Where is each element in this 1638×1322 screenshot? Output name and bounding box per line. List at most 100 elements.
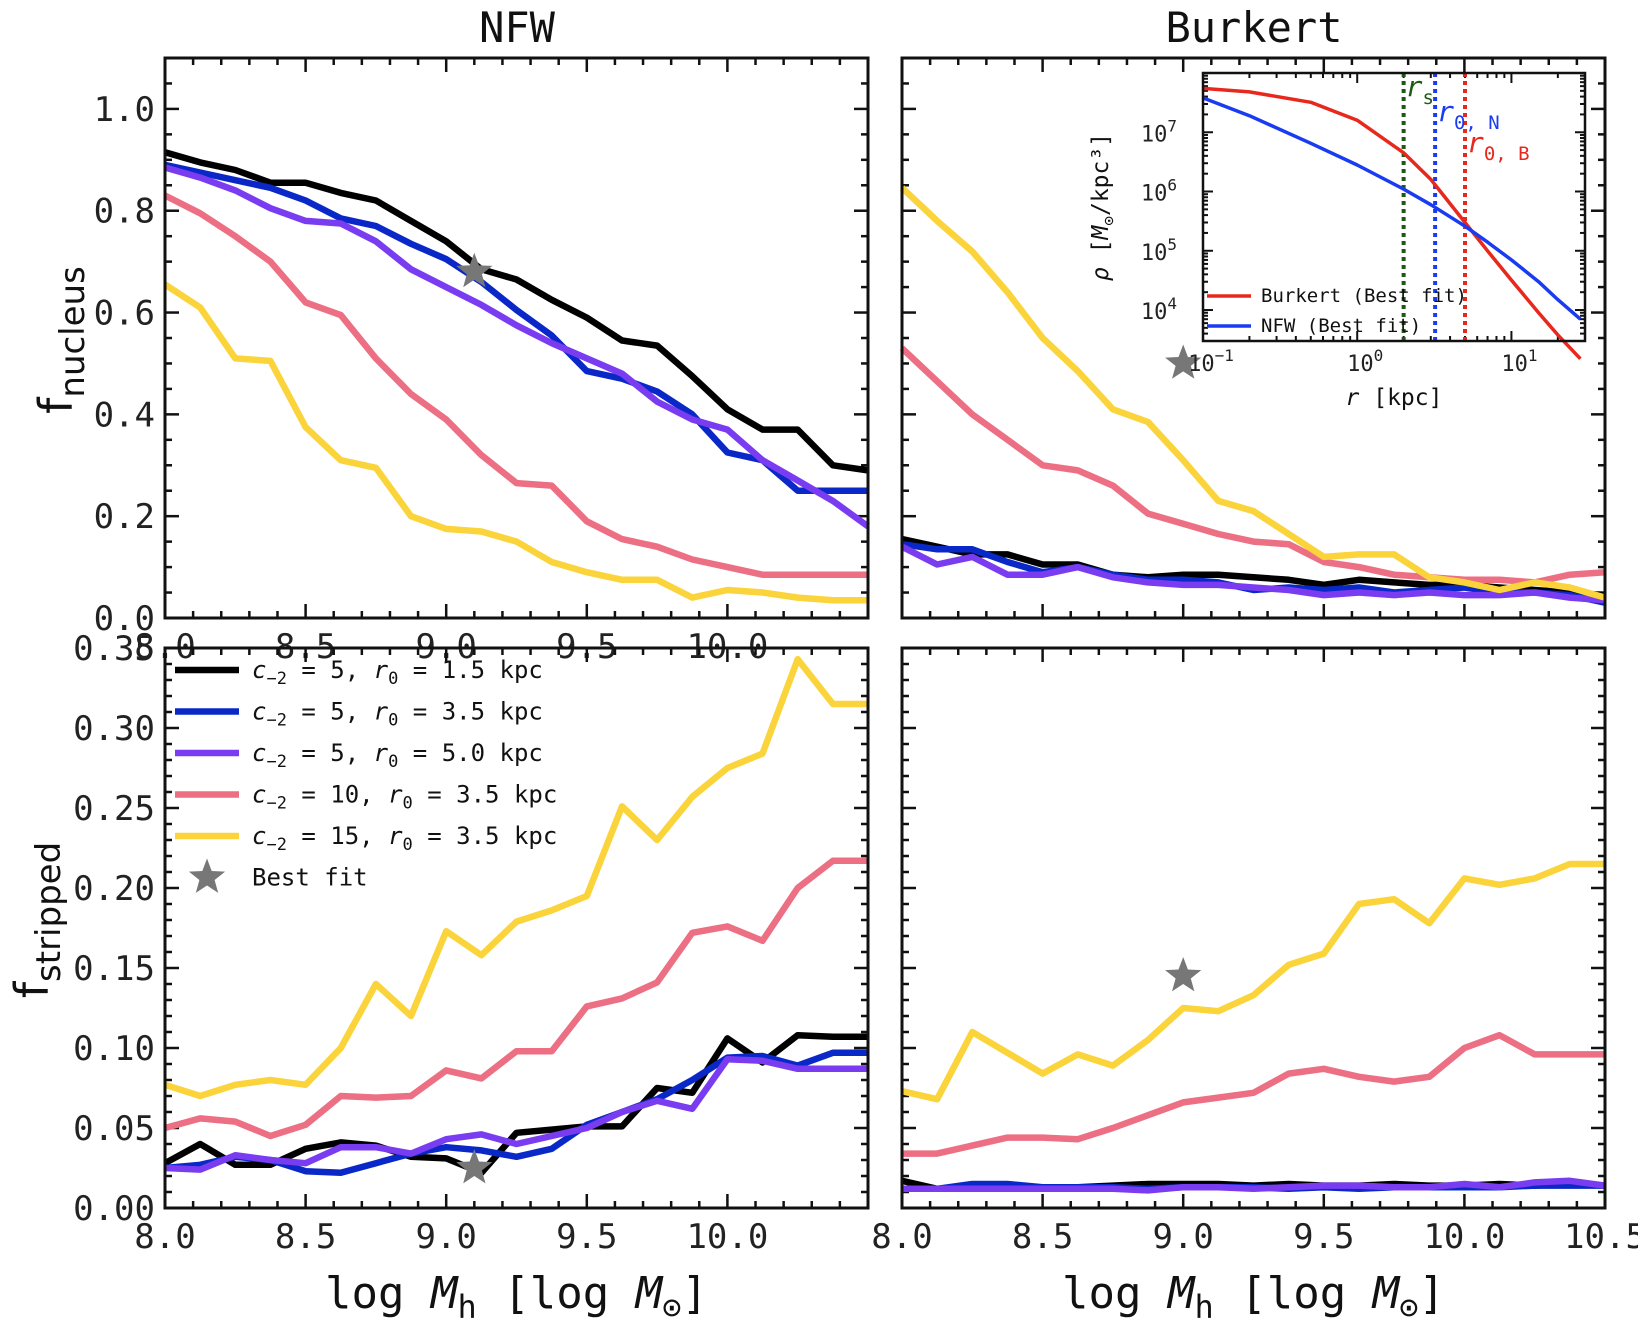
x-label-part: M	[429, 1268, 459, 1319]
legend-part: r	[388, 822, 403, 850]
panel-frame	[163, 646, 870, 1210]
panel-frame	[900, 56, 1607, 620]
legend-label: c−2 = 5, r0 = 1.5 kpc	[252, 656, 543, 689]
legend-item-star: Best fit	[188, 858, 368, 893]
x-label-part: ⊙	[1399, 1288, 1418, 1322]
inset-curve-inset_blue	[1202, 96, 1582, 321]
series-line-pink	[163, 192, 868, 578]
legend-part: = 5,	[287, 656, 374, 684]
x-tick-label: 10.0	[686, 1217, 768, 1257]
y-tick-label: 0.05	[73, 1109, 155, 1149]
inset-y-axis-label: ρ [M⊙/kpc³]	[1088, 133, 1118, 281]
series-line-purple	[164, 1055, 868, 1173]
label-part: ρ	[1088, 267, 1114, 281]
series-line-pink	[164, 857, 868, 1140]
inset-x-tick-label: 101	[1501, 346, 1537, 377]
tick-part: 10	[1141, 182, 1168, 207]
column-title-nfw: NFW	[479, 3, 556, 52]
legend-part: = 5,	[287, 739, 374, 767]
inset-x-tick-label: 100	[1347, 346, 1383, 377]
label-part: r	[1346, 385, 1360, 411]
inset-x-tick-label: 10−1	[1188, 346, 1234, 377]
tick-part: 4	[1167, 294, 1177, 313]
label-part: [	[1088, 240, 1114, 268]
panel-frame	[163, 56, 870, 620]
y-tick-label: 0.00	[73, 1189, 155, 1229]
best-fit-star	[456, 252, 493, 288]
series-line-purple	[900, 543, 1606, 604]
vline-part: r	[1467, 126, 1484, 159]
legend-part: r	[374, 698, 389, 726]
inset-y-tick-label: 105	[1141, 235, 1177, 266]
vline-part: r	[1437, 95, 1454, 128]
y-tick-label: 0.15	[73, 949, 155, 989]
tick-part: 6	[1167, 176, 1177, 195]
vline-part: r	[1406, 70, 1423, 103]
legend-part: = 3.5 kpc	[413, 781, 558, 809]
x-tick-label: 8.0	[134, 1217, 195, 1257]
series-line-blue	[164, 161, 868, 494]
inset-legend-label: NFW (Best fit)	[1261, 315, 1421, 337]
legend-part: 0	[403, 835, 413, 855]
y-axis-label-top: fnucleus	[29, 266, 93, 414]
legend-part: 0	[388, 752, 398, 772]
legend-part: c	[252, 739, 266, 767]
legend-part: = 5.0 kpc	[398, 739, 543, 767]
legend-part: −2	[266, 669, 286, 689]
panel-nfw-stripped: 0.00 0.05 0.10 0.15 0.20 0.25 0.30 0.35 8.0 8.5 9.…	[73, 629, 870, 1322]
y-tick-label: 1.0	[94, 90, 155, 130]
panel-frame	[900, 646, 1607, 1210]
y-tick-label: 0.35	[73, 629, 155, 669]
legend-star-icon	[188, 858, 226, 893]
series-line-purple	[164, 164, 870, 530]
inset-legend-label: Burkert (Best fit)	[1261, 285, 1467, 307]
inset-y-tick-label: 104	[1141, 294, 1177, 325]
tick-part: 7	[1167, 116, 1177, 135]
x-label-part: ]	[681, 1268, 708, 1319]
inset-y-tick-label: 107	[1141, 116, 1177, 147]
y-tick-label: 0.8	[94, 192, 155, 232]
y-tick-label: 0.4	[94, 395, 155, 435]
x-label-part: h	[1194, 1288, 1213, 1322]
inset-background	[1203, 73, 1585, 341]
x-axis-label: log Mh [log M⊙]	[1062, 1268, 1445, 1322]
y-tick-label: 0.2	[94, 497, 155, 537]
legend-part: = 3.5 kpc	[398, 698, 543, 726]
x-label-part: M	[1371, 1268, 1401, 1319]
legend-part: c	[252, 698, 266, 726]
x-label-part: M	[1166, 1268, 1196, 1319]
inset-frame	[1201, 71, 1587, 343]
panel-burkert-stripped: 8.0 8.5 9.0 9.5 10.0 10.5 log Mh [log M⊙]	[871, 646, 1638, 1322]
x-label-part: M	[634, 1268, 664, 1319]
panel-nfw-nucleus: 0.00.20.40.60.81.08.08.59.09.510.0	[94, 56, 870, 667]
legend-item-yellow: c−2 = 15, r0 = 3.5 kpc	[175, 822, 557, 855]
tick-part: 10	[1501, 352, 1528, 377]
x-tick-label: 10.0	[1423, 1217, 1505, 1257]
inset-y-tick-label: 106	[1141, 176, 1177, 207]
x-tick-label: 9.5	[1293, 1217, 1354, 1257]
best-fit-star	[1165, 957, 1202, 992]
series-line-black	[164, 149, 869, 474]
x-tick-label: 9.0	[415, 1217, 476, 1257]
y-tick-label: 0.20	[73, 869, 155, 909]
column-title-burkert: Burkert	[1165, 3, 1342, 52]
x-axis-label: log Mh [log M⊙]	[325, 1268, 708, 1322]
tick-part: 10	[1188, 352, 1215, 377]
legend-label: Best fit	[252, 864, 368, 892]
vline-part: s	[1422, 87, 1433, 109]
x-tick-label: 10.5	[1564, 1217, 1638, 1257]
legend-part: 0	[388, 711, 398, 731]
vline-part: 0, B	[1484, 143, 1530, 165]
y-tick-label: 0.10	[73, 1029, 155, 1069]
x-tick-label: 8.0	[871, 1217, 932, 1257]
x-tick-label: 9.5	[556, 1217, 617, 1257]
label-part: M	[1088, 225, 1114, 241]
tick-part: 10	[1141, 241, 1168, 266]
inset-curve-inset_red	[1202, 86, 1582, 361]
tick-part: 10	[1347, 352, 1374, 377]
y-tick-label: 0.25	[73, 789, 155, 829]
legend-item-purple: c−2 = 5, r0 = 5.0 kpc	[175, 739, 543, 772]
legend-part: = 1.5 kpc	[398, 656, 543, 684]
x-label-part: [log	[477, 1268, 636, 1319]
legend-item-blue: c−2 = 5, r0 = 3.5 kpc	[175, 698, 543, 731]
